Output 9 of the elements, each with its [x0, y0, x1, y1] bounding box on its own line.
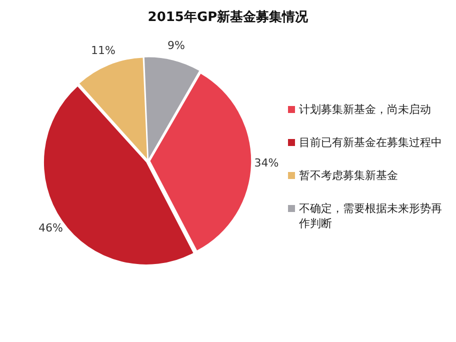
- data-label: 9%: [168, 38, 185, 52]
- legend-label: 不确定，需要根据未来形势再作判断: [299, 200, 443, 230]
- data-label: 34%: [254, 156, 279, 170]
- data-label: 11%: [91, 44, 116, 58]
- data-label: 46%: [38, 221, 63, 234]
- legend-label: 暂不考虑募集新基金: [299, 168, 398, 182]
- legend-label: 计划募集新基金，尚未启动: [299, 102, 431, 116]
- chart-title: 2015年GP新基金募集情况: [146, 8, 310, 26]
- legend-label: 目前已有新基金在募集过程中: [299, 134, 442, 150]
